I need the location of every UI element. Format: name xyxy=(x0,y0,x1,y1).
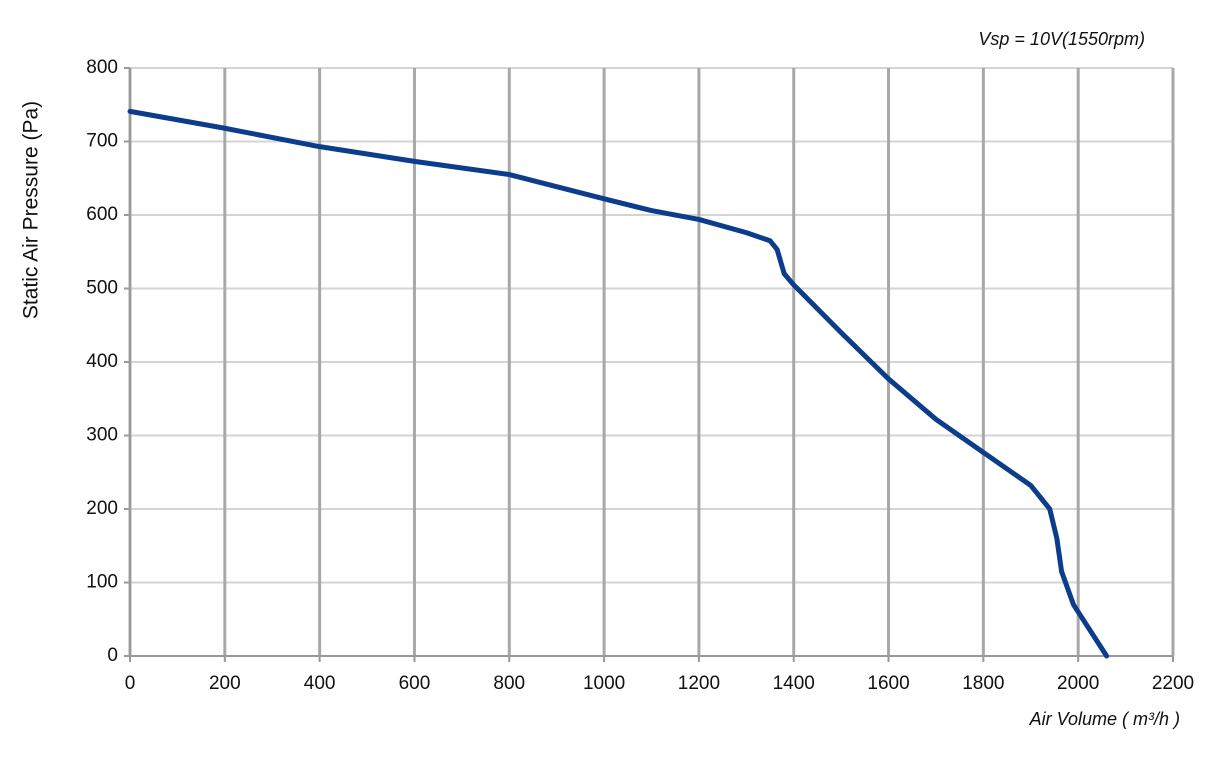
x-tick-label: 1600 xyxy=(867,673,909,694)
y-tick-label: 800 xyxy=(86,57,118,78)
y-tick-label: 100 xyxy=(86,572,118,593)
y-tick-label: 400 xyxy=(86,351,118,372)
x-axis-label: Air Volume ( m³/h ) xyxy=(1029,709,1180,729)
x-tick-label: 1200 xyxy=(678,673,720,694)
y-tick-label: 700 xyxy=(86,131,118,152)
y-tick-label: 500 xyxy=(86,278,118,299)
x-tick-label: 1800 xyxy=(962,673,1004,694)
annotation: Vsp = 10V(1550rpm) xyxy=(978,29,1145,49)
line-series xyxy=(127,108,1110,659)
x-tick-label: 200 xyxy=(209,673,241,694)
x-tick-label: 600 xyxy=(399,673,431,694)
x-tick-label: 400 xyxy=(304,673,336,694)
y-tick-label: 300 xyxy=(86,425,118,446)
x-tick-label: 1400 xyxy=(773,673,815,694)
y-tick-label: 200 xyxy=(86,498,118,519)
x-tick-label: 1000 xyxy=(583,673,625,694)
y-tick-label: 600 xyxy=(86,204,118,225)
y-tick-label: 0 xyxy=(107,645,118,666)
x-tick-label: 0 xyxy=(125,673,136,694)
x-tick-label: 800 xyxy=(493,673,525,694)
x-tick-label: 2200 xyxy=(1152,673,1194,694)
y-axis-label: Static Air Pressure (Pa) xyxy=(20,101,43,319)
x-tick-label: 2000 xyxy=(1057,673,1099,694)
